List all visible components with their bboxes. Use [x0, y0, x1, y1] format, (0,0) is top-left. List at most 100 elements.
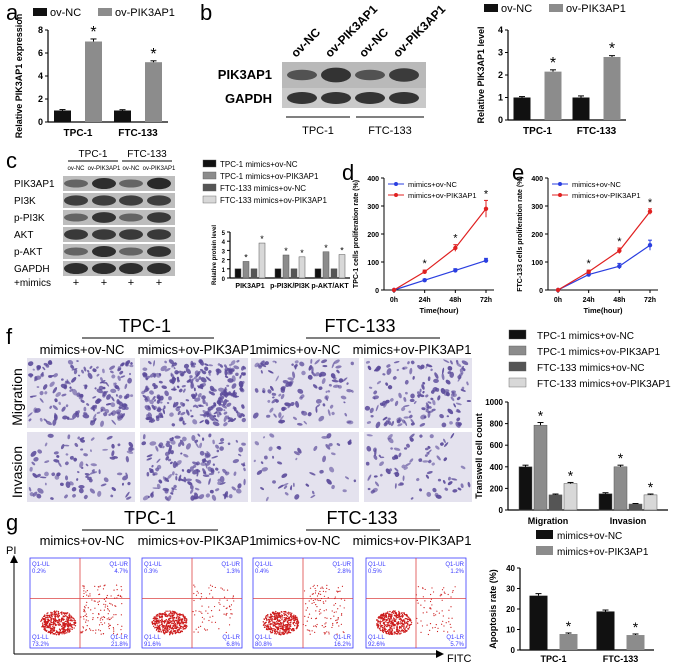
f-cell	[466, 399, 471, 403]
g-flow-dot	[82, 630, 84, 632]
f-cell	[293, 482, 295, 488]
g-flow-dot	[178, 628, 180, 631]
g-flow-dot	[289, 632, 292, 634]
f-cell	[34, 408, 41, 413]
g-flow-dot	[54, 613, 56, 615]
f-cell	[166, 401, 170, 404]
blot-c-band	[147, 229, 171, 240]
g-flow-dot	[290, 624, 292, 626]
g-flow-dot	[210, 610, 213, 612]
f-cell	[449, 371, 454, 378]
g-flow-dot	[184, 621, 187, 624]
f-cell	[390, 447, 393, 450]
g-flow-dot	[267, 624, 269, 627]
f-cell	[366, 445, 372, 452]
g-flow-dot	[386, 612, 388, 614]
chart-d-ylabel: TPC-1 cells proliferation rate (%)	[353, 180, 360, 288]
g-flow-dot	[403, 627, 405, 629]
g-flow-dot	[99, 585, 101, 587]
f-cell	[410, 393, 415, 399]
blot-b-band-gapdh	[389, 92, 419, 104]
g-flow-dot	[391, 632, 393, 634]
g-flow-dot	[424, 588, 426, 591]
f-cell	[331, 452, 336, 456]
f-cell	[175, 463, 179, 467]
f-cell	[151, 464, 154, 468]
g-flow-dot	[294, 619, 297, 621]
g-flow-dot	[156, 619, 159, 621]
g-flow-dot	[232, 595, 235, 597]
g-flow-dot	[290, 618, 292, 621]
g-flow-dot	[401, 625, 403, 627]
panel-label-d: d	[342, 160, 354, 185]
f-cell	[425, 408, 429, 413]
g-flow-dot	[99, 630, 102, 632]
g-flow-dot	[402, 615, 404, 617]
chart-c-ytick-label: 3	[222, 249, 226, 255]
g-flow-dot	[174, 622, 176, 625]
g-flow-dot	[435, 624, 437, 626]
f-cell	[166, 440, 171, 444]
f-cell	[158, 444, 163, 449]
g-flow-dot	[167, 625, 170, 628]
g-flow-dot	[109, 602, 111, 604]
g-flow-dot	[287, 625, 289, 627]
f-cell	[232, 458, 240, 464]
g-flow-dot	[49, 616, 52, 619]
g-flow-dot	[432, 591, 435, 593]
g-flow-dot	[417, 622, 419, 624]
g-flow-dot	[49, 628, 51, 630]
f-cell	[98, 385, 104, 391]
g-flow-dot	[68, 628, 70, 630]
f-cell	[109, 456, 116, 460]
f-cell	[394, 400, 399, 407]
blot-c-band	[64, 179, 88, 188]
f-cell	[441, 373, 445, 381]
g-flow-dot	[394, 620, 396, 623]
f-cell	[264, 455, 268, 460]
g-flow-dot	[90, 629, 92, 631]
f-cell	[54, 398, 58, 403]
g-flow-dot	[271, 618, 273, 621]
g-flow-dot	[84, 615, 86, 617]
f-cell	[145, 417, 149, 421]
g-flow-dot	[391, 622, 394, 625]
f-cell	[353, 479, 357, 483]
g-flow-dot	[99, 619, 101, 621]
g-quad-value: 4.7%	[114, 569, 128, 575]
g-flow-dot	[397, 630, 399, 633]
chart-e-star: *	[617, 236, 622, 248]
g-flow-dot	[403, 626, 405, 628]
f-cell	[272, 396, 275, 399]
f-cell	[103, 412, 108, 417]
g-flow-dot	[337, 608, 339, 610]
chart-d-ytick-label: 0	[375, 288, 379, 295]
g-flow-dot	[278, 619, 281, 621]
g-flow-dot	[168, 621, 170, 623]
g-flow-dot	[65, 618, 68, 620]
f-cell	[376, 380, 382, 385]
f-cell	[148, 467, 155, 474]
f-cell	[79, 461, 84, 468]
g-flow-dot	[382, 630, 385, 632]
g-flow-dot	[391, 624, 393, 626]
blot-b-lane-label: ov-PIK3AP1	[390, 2, 448, 60]
g-flow-dot	[314, 625, 316, 627]
chart-f-bar	[643, 494, 658, 511]
g-flow-dot	[390, 615, 393, 618]
f-cell	[156, 408, 163, 412]
g-flow-dot	[162, 613, 164, 615]
chart-c-bar	[282, 254, 290, 279]
blot-c: TPC-1 FTC-133 ov-NC ov-PIK3AP1 ov-NC ov-…	[14, 149, 176, 289]
g-flow-dot	[80, 616, 82, 618]
f-cell	[189, 488, 194, 494]
f-cell	[33, 457, 39, 462]
chart-b-star: *	[550, 55, 556, 72]
g-flow-dot	[297, 622, 299, 624]
g-flow-dot	[288, 627, 290, 630]
blot-c-band	[92, 195, 116, 206]
g-flow-dot	[97, 603, 100, 606]
